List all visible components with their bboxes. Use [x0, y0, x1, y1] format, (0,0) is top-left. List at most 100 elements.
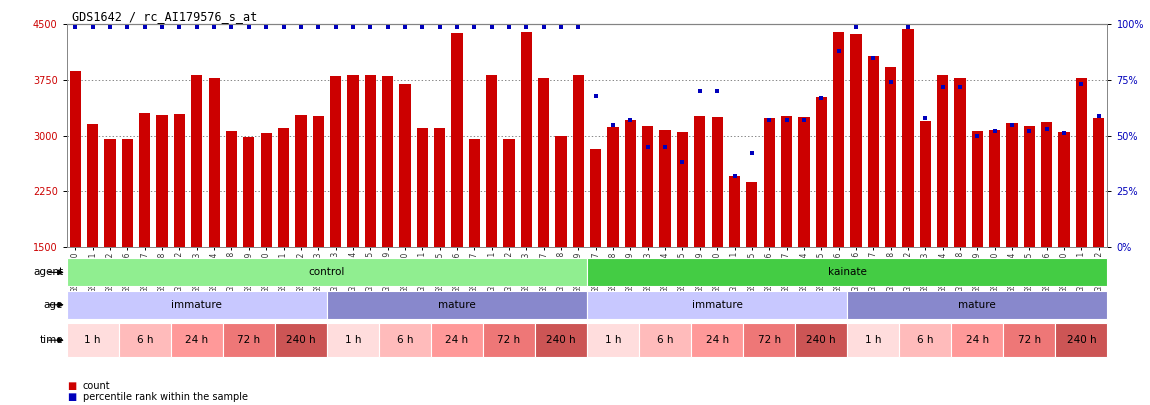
- Bar: [1094, 118, 1104, 247]
- Point: [864, 54, 882, 61]
- Bar: [451, 33, 462, 247]
- Bar: [330, 76, 342, 247]
- Bar: [815, 97, 827, 247]
- Bar: [903, 29, 913, 247]
- Text: 24 h: 24 h: [706, 335, 729, 345]
- Point: [743, 150, 761, 157]
- Point: [968, 132, 987, 139]
- Bar: [639, 324, 691, 357]
- Bar: [1041, 122, 1052, 247]
- Text: 72 h: 72 h: [237, 335, 260, 345]
- Bar: [798, 117, 810, 247]
- Point: [1020, 128, 1038, 134]
- Bar: [483, 324, 535, 357]
- Bar: [624, 120, 636, 247]
- Text: 1 h: 1 h: [865, 335, 882, 345]
- Text: kainate: kainate: [828, 267, 867, 277]
- Text: 24 h: 24 h: [185, 335, 208, 345]
- Bar: [937, 75, 949, 247]
- Bar: [677, 132, 688, 247]
- Bar: [105, 139, 116, 247]
- Bar: [590, 149, 601, 247]
- Bar: [920, 121, 932, 247]
- Bar: [607, 127, 619, 247]
- Point: [795, 117, 813, 123]
- Bar: [1003, 324, 1056, 357]
- Point: [586, 92, 605, 99]
- Point: [1089, 112, 1107, 119]
- Point: [118, 23, 137, 30]
- Point: [656, 144, 674, 150]
- Text: 72 h: 72 h: [1018, 335, 1041, 345]
- Text: 72 h: 72 h: [758, 335, 781, 345]
- Point: [430, 23, 449, 30]
- Point: [170, 23, 189, 30]
- Text: immature: immature: [692, 300, 743, 310]
- Text: 1 h: 1 h: [605, 335, 621, 345]
- Bar: [848, 291, 1107, 319]
- Bar: [1058, 132, 1070, 247]
- Text: control: control: [308, 267, 345, 277]
- Bar: [225, 131, 237, 247]
- Point: [275, 23, 293, 30]
- Bar: [588, 324, 639, 357]
- Bar: [296, 115, 307, 247]
- Bar: [139, 113, 151, 247]
- Point: [396, 23, 414, 30]
- Bar: [275, 324, 327, 357]
- Text: time: time: [39, 335, 63, 345]
- Bar: [223, 324, 275, 357]
- Bar: [434, 128, 445, 247]
- Point: [67, 23, 85, 30]
- Point: [256, 23, 275, 30]
- Bar: [573, 75, 584, 247]
- Point: [917, 115, 935, 121]
- Text: 240 h: 240 h: [286, 335, 316, 345]
- Bar: [743, 324, 796, 357]
- Bar: [504, 139, 515, 247]
- Bar: [174, 114, 185, 247]
- Bar: [555, 136, 567, 247]
- Bar: [243, 137, 254, 247]
- Point: [1055, 130, 1073, 137]
- Bar: [122, 139, 133, 247]
- Point: [812, 95, 830, 101]
- Bar: [899, 324, 951, 357]
- Point: [934, 83, 952, 90]
- Text: mature: mature: [958, 300, 996, 310]
- Bar: [951, 324, 1003, 357]
- Bar: [642, 126, 653, 247]
- Bar: [70, 71, 80, 247]
- Bar: [87, 124, 99, 247]
- Bar: [365, 75, 376, 247]
- Bar: [781, 116, 792, 247]
- Text: 6 h: 6 h: [397, 335, 413, 345]
- Bar: [399, 84, 411, 247]
- Bar: [378, 324, 431, 357]
- Point: [205, 23, 223, 30]
- Bar: [588, 258, 1107, 286]
- Point: [1003, 122, 1021, 128]
- Point: [638, 144, 657, 150]
- Bar: [1006, 123, 1018, 247]
- Point: [881, 79, 899, 85]
- Point: [777, 117, 796, 123]
- Bar: [538, 78, 550, 247]
- Point: [153, 23, 171, 30]
- Bar: [729, 176, 741, 247]
- Point: [899, 23, 918, 30]
- Point: [239, 23, 258, 30]
- Point: [101, 23, 120, 30]
- Bar: [278, 128, 289, 247]
- Text: immature: immature: [171, 300, 222, 310]
- Bar: [850, 34, 861, 247]
- Point: [846, 23, 865, 30]
- Point: [483, 23, 501, 30]
- Point: [361, 23, 380, 30]
- Bar: [347, 75, 359, 247]
- Text: 24 h: 24 h: [445, 335, 468, 345]
- Bar: [972, 131, 983, 247]
- Point: [552, 23, 570, 30]
- Point: [84, 23, 102, 30]
- Point: [413, 23, 431, 30]
